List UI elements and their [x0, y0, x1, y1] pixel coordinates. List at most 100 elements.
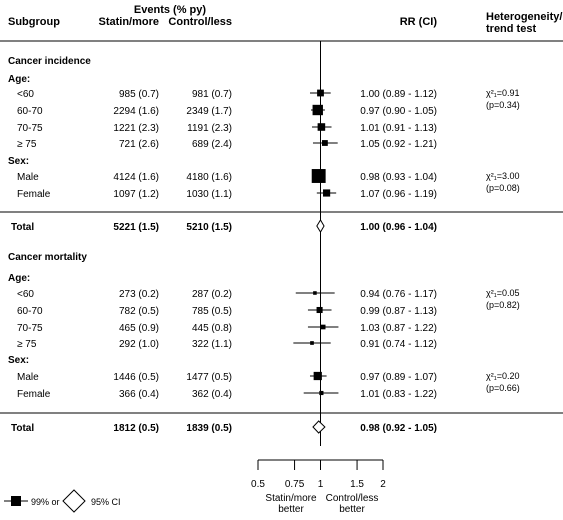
header-statin: Statin/more	[98, 16, 159, 28]
x-tick-label: 0.5	[251, 479, 265, 490]
statin-events: 782 (0.5)	[119, 306, 159, 317]
heterogeneity-stat: χ²₁=0.20	[486, 371, 520, 381]
control-events: 287 (0.2)	[192, 289, 232, 300]
rr-ci: 1.01 (0.91 - 1.13)	[360, 123, 437, 134]
legend-square-label: 99% or	[31, 497, 60, 507]
statin-events: 1221 (2.3)	[113, 123, 159, 134]
control-events: 5210 (1.5)	[186, 222, 232, 233]
row-label: ≥ 75	[17, 139, 37, 150]
rr-square	[316, 306, 323, 314]
group-heading: Sex:	[8, 355, 29, 366]
statin-events: 1097 (1.2)	[113, 189, 159, 200]
heterogeneity-stat: χ²₁=0.91	[486, 88, 520, 98]
group-heading: Age:	[8, 74, 30, 85]
statin-events: 366 (0.4)	[119, 389, 159, 400]
legend: 99% or 95% CI	[4, 489, 121, 513]
row-label: 60-70	[17, 306, 43, 317]
control-events: 4180 (1.6)	[186, 172, 232, 183]
x-axis-right-label: better	[339, 504, 365, 515]
rr-ci: 0.97 (0.89 - 1.07)	[360, 372, 437, 383]
rr-ci: 1.00 (0.96 - 1.04)	[360, 222, 437, 233]
table-rows: Cancer incidence Age: <60 985 (0.7) 981 (0.7…	[0, 56, 563, 434]
row-label: Female	[17, 189, 51, 200]
heterogeneity-stat: χ²₁=0.05	[486, 288, 520, 298]
rr-square	[321, 140, 328, 146]
heterogeneity-p: (p=0.82)	[486, 300, 520, 310]
statin-events: 5221 (1.5)	[113, 222, 159, 233]
rr-ci: 0.98 (0.92 - 1.05)	[360, 423, 437, 434]
total-diamond	[312, 420, 326, 434]
row-label: 60-70	[17, 106, 43, 117]
header-events: Events (% py)	[134, 4, 206, 16]
control-events: 322 (1.1)	[192, 339, 232, 350]
rr-square	[313, 371, 322, 381]
header-subgroup: Subgroup	[8, 16, 60, 28]
x-tick-label: 2	[380, 479, 386, 490]
total-label: Total	[11, 222, 34, 233]
heterogeneity-p: (p=0.34)	[486, 100, 520, 110]
rr-ci: 1.05 (0.92 - 1.21)	[360, 139, 437, 150]
rr-square	[319, 390, 324, 396]
header-control: Control/less	[168, 16, 232, 28]
statin-events: 1446 (0.5)	[113, 372, 159, 383]
heterogeneity-stat: χ²₁=3.00	[486, 171, 520, 181]
heterogeneity-p: (p=0.08)	[486, 183, 520, 193]
row-label: <60	[17, 89, 34, 100]
row-label: <60	[17, 289, 34, 300]
x-axis-right-label: Control/less	[326, 493, 379, 504]
control-events: 1839 (0.5)	[186, 423, 232, 434]
rr-ci: 0.94 (0.76 - 1.17)	[360, 289, 437, 300]
row-label: 70-75	[17, 123, 43, 134]
statin-events: 465 (0.9)	[119, 323, 159, 334]
heterogeneity-p: (p=0.66)	[486, 383, 520, 393]
control-events: 689 (2.4)	[192, 139, 232, 150]
legend-square-marker	[11, 496, 21, 506]
control-events: 362 (0.4)	[192, 389, 232, 400]
total-diamond	[316, 219, 325, 233]
rr-square	[317, 123, 326, 131]
rr-square	[310, 341, 314, 345]
control-events: 981 (0.7)	[192, 89, 232, 100]
statin-events: 4124 (1.6)	[113, 172, 159, 183]
rr-square	[312, 104, 323, 116]
rr-ci: 0.98 (0.93 - 1.04)	[360, 172, 437, 183]
x-tick-label: 1	[318, 479, 324, 490]
row-label: 70-75	[17, 323, 43, 334]
x-tick-label: 1.5	[350, 479, 364, 490]
statin-events: 273 (0.2)	[119, 289, 159, 300]
plot-area	[293, 41, 339, 446]
header-trend-test: trend test	[486, 23, 536, 35]
table-header: Subgroup Events (% py) Statin/more Contr…	[8, 4, 562, 35]
row-label: Male	[17, 372, 39, 383]
control-events: 445 (0.8)	[192, 323, 232, 334]
rr-square	[317, 89, 324, 97]
statin-events: 1812 (0.5)	[113, 423, 159, 434]
row-label: Male	[17, 172, 39, 183]
legend-diamond-label: 95% CI	[91, 497, 121, 507]
x-axis-left-label: Statin/more	[265, 493, 317, 504]
rr-ci: 1.00 (0.89 - 1.12)	[360, 89, 437, 100]
rr-ci: 1.01 (0.83 - 1.22)	[360, 389, 437, 400]
control-events: 785 (0.5)	[192, 306, 232, 317]
rr-square	[313, 291, 317, 295]
rr-ci: 0.99 (0.87 - 1.13)	[360, 306, 437, 317]
legend-diamond-marker	[62, 489, 86, 513]
total-label: Total	[11, 423, 34, 434]
rr-ci: 0.97 (0.90 - 1.05)	[360, 106, 437, 117]
statin-events: 721 (2.6)	[119, 139, 159, 150]
section-heading: Cancer incidence	[8, 56, 91, 67]
section-heading: Cancer mortality	[8, 252, 87, 263]
control-events: 1191 (2.3)	[187, 123, 232, 134]
x-axis: 0.5 0.75 1 1.5 2Statin/morebetterControl/les…	[251, 459, 386, 515]
rr-ci: 1.07 (0.96 - 1.19)	[360, 189, 437, 200]
rr-ci: 1.03 (0.87 - 1.22)	[360, 323, 437, 334]
group-heading: Age:	[8, 273, 30, 284]
control-events: 2349 (1.7)	[186, 106, 232, 117]
rr-square	[311, 169, 326, 183]
rr-square	[323, 189, 331, 197]
rr-ci: 0.91 (0.74 - 1.12)	[360, 339, 437, 350]
statin-events: 985 (0.7)	[119, 89, 159, 100]
header-rr: RR (CI)	[400, 16, 438, 28]
group-heading: Sex:	[8, 156, 29, 167]
